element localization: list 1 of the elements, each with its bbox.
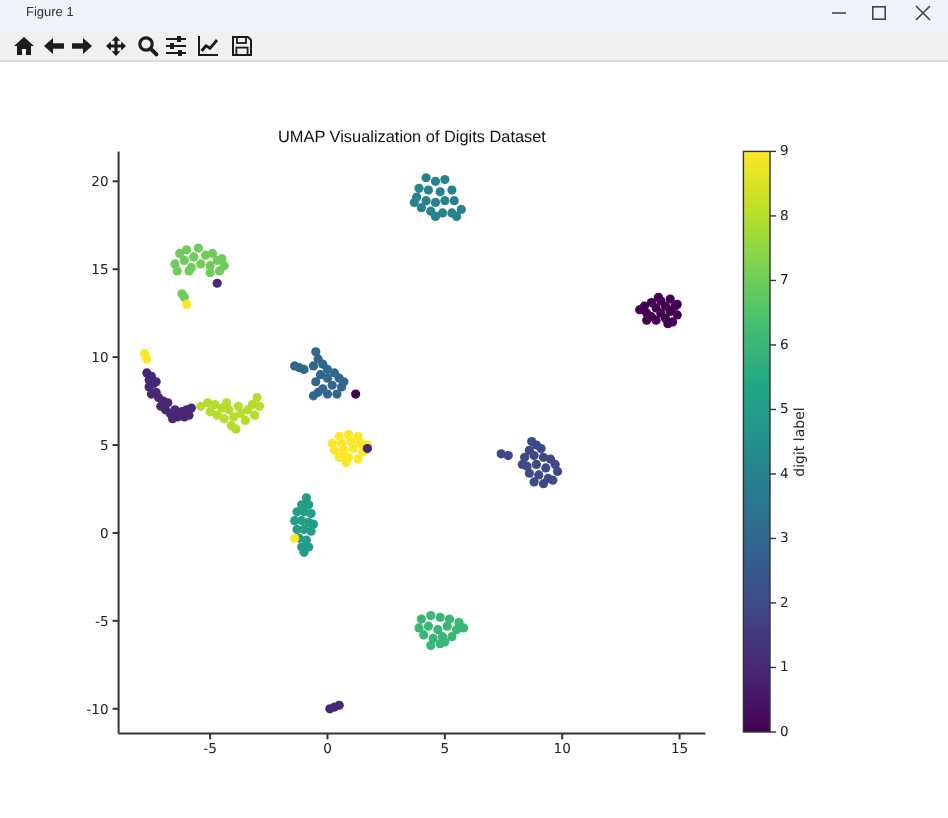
- chart-title: UMAP Visualization of Digits Dataset: [276, 127, 548, 147]
